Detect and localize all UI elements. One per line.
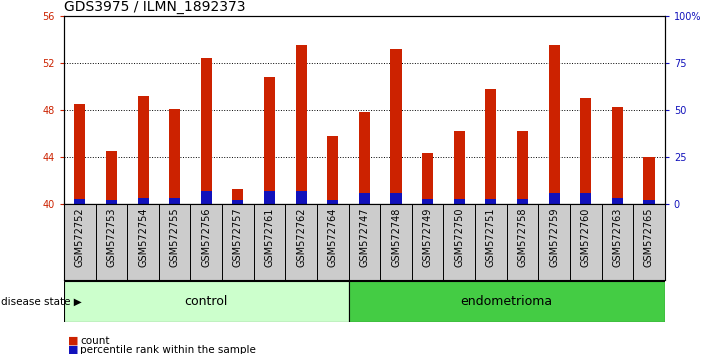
Bar [549, 193, 560, 204]
Bar [296, 191, 306, 204]
Bar [191, 204, 222, 280]
Text: disease state ▶: disease state ▶ [1, 297, 82, 307]
Bar [232, 200, 243, 204]
Text: GSM572759: GSM572759 [549, 207, 559, 267]
Bar [454, 131, 465, 204]
Text: GSM572760: GSM572760 [581, 207, 591, 267]
Bar [538, 204, 570, 280]
Text: control: control [185, 295, 228, 308]
Bar [444, 204, 475, 280]
Bar [643, 200, 655, 204]
Bar [580, 98, 592, 204]
Bar [74, 104, 85, 204]
Bar [296, 45, 306, 204]
Bar [327, 200, 338, 204]
Text: endometrioma: endometrioma [461, 295, 552, 308]
Bar [634, 204, 665, 280]
Bar [64, 281, 348, 322]
Bar [475, 204, 507, 280]
Text: GSM572747: GSM572747 [359, 207, 370, 267]
Bar [169, 198, 180, 204]
Text: GSM572762: GSM572762 [296, 207, 306, 267]
Bar [201, 58, 212, 204]
Bar [348, 204, 380, 280]
Text: GSM572752: GSM572752 [75, 207, 85, 267]
Bar [422, 153, 433, 204]
Bar [159, 204, 191, 280]
Text: count: count [80, 336, 109, 346]
Text: GSM572763: GSM572763 [612, 207, 622, 267]
Text: GSM572750: GSM572750 [454, 207, 464, 267]
Text: GSM572754: GSM572754 [138, 207, 148, 267]
Bar [390, 49, 402, 204]
Text: GSM572764: GSM572764 [328, 207, 338, 267]
Bar [169, 109, 180, 204]
Bar [222, 204, 254, 280]
Text: GSM572751: GSM572751 [486, 207, 496, 267]
Bar [137, 198, 149, 204]
Bar [359, 112, 370, 204]
Bar [612, 107, 623, 204]
Bar [422, 199, 433, 204]
Bar [517, 131, 528, 204]
Bar [580, 193, 592, 204]
Bar [285, 204, 317, 280]
Bar [507, 204, 538, 280]
Bar [643, 156, 655, 204]
Bar [254, 204, 285, 280]
Bar [106, 151, 117, 204]
Text: GSM572758: GSM572758 [518, 207, 528, 267]
Bar [612, 198, 623, 204]
Bar [486, 199, 496, 204]
Text: GSM572757: GSM572757 [233, 207, 243, 267]
Bar [380, 204, 412, 280]
Bar [264, 191, 275, 204]
Bar [232, 189, 243, 204]
Bar [602, 204, 634, 280]
Text: ■: ■ [68, 345, 78, 354]
Bar [317, 204, 348, 280]
Text: GSM572748: GSM572748 [391, 207, 401, 267]
Bar [201, 191, 212, 204]
Bar [74, 199, 85, 204]
Bar [95, 204, 127, 280]
Bar [454, 199, 465, 204]
Text: percentile rank within the sample: percentile rank within the sample [80, 345, 256, 354]
Text: GSM572755: GSM572755 [170, 207, 180, 267]
Bar [359, 193, 370, 204]
Bar [549, 45, 560, 204]
Text: GSM572756: GSM572756 [201, 207, 211, 267]
Bar [137, 96, 149, 204]
Bar [106, 200, 117, 204]
Bar [64, 204, 95, 280]
Bar [570, 204, 602, 280]
Text: GDS3975 / ILMN_1892373: GDS3975 / ILMN_1892373 [64, 0, 245, 13]
Bar [412, 204, 444, 280]
Text: GSM572761: GSM572761 [264, 207, 274, 267]
Text: GSM572765: GSM572765 [644, 207, 654, 267]
Bar [264, 77, 275, 204]
Bar [486, 88, 496, 204]
Text: ■: ■ [68, 336, 78, 346]
Text: GSM572753: GSM572753 [107, 207, 117, 267]
Bar [327, 136, 338, 204]
Text: GSM572749: GSM572749 [422, 207, 432, 267]
Bar [127, 204, 159, 280]
Bar [390, 193, 402, 204]
Bar [517, 199, 528, 204]
Bar [348, 281, 665, 322]
